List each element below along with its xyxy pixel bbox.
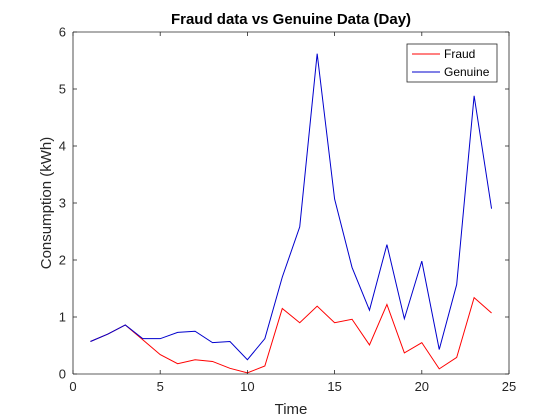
x-tick-label: 0: [69, 379, 76, 394]
y-axis-label: Consumption (kWh): [38, 137, 55, 270]
y-tick-label: 1: [59, 310, 66, 325]
chart-title: Fraud data vs Genuine Data (Day): [171, 11, 411, 28]
y-tick-label: 6: [59, 25, 66, 40]
legend-label-genuine: Genuine: [444, 65, 490, 79]
x-tick-label: 25: [502, 379, 516, 394]
legend: Fraud Genuine: [406, 43, 498, 83]
y-tick-label: 2: [59, 253, 66, 268]
series-line-genuine: [90, 53, 493, 361]
y-tick-label: 5: [59, 82, 66, 97]
x-tick-label: 5: [157, 379, 164, 394]
x-axis-label: Time: [275, 401, 308, 418]
series-lines: [90, 53, 493, 374]
legend-box: [406, 43, 498, 83]
legend-label-fraud: Fraud: [444, 47, 475, 61]
ticks: 0 5 10 15 20 25 0 1 2 3 4 5 6: [59, 25, 516, 395]
x-tick-label: 10: [240, 379, 254, 394]
y-tick-label: 4: [59, 139, 66, 154]
x-tick-label: 15: [327, 379, 341, 394]
y-tick-label: 3: [59, 196, 66, 211]
series-line-fraud: [90, 296, 492, 374]
y-tick-label: 0: [59, 367, 66, 382]
plot-area: [73, 32, 509, 374]
x-tick-label: 20: [415, 379, 429, 394]
